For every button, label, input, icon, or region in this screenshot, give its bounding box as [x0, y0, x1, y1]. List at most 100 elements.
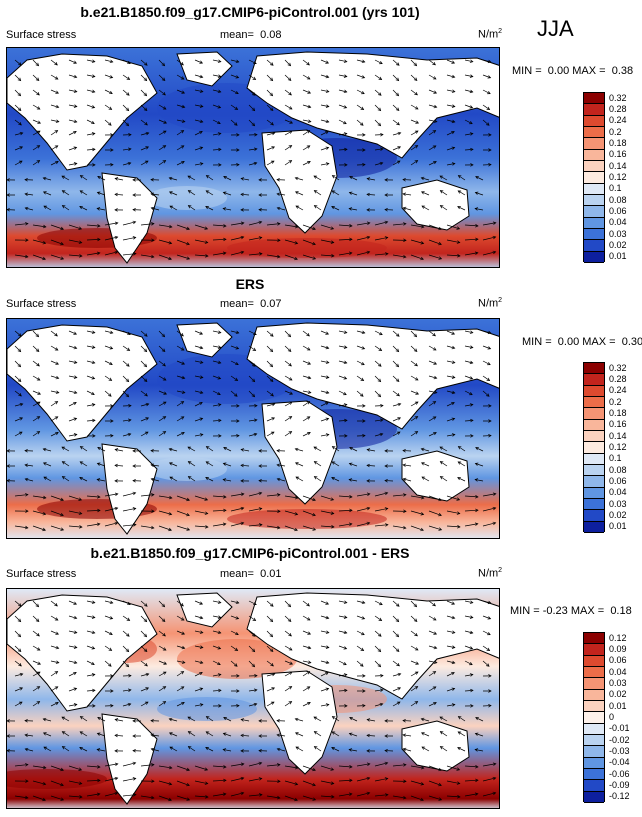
vector-arrowhead — [218, 704, 222, 708]
vector-arrowhead — [236, 703, 240, 708]
vector-arrowhead — [73, 375, 78, 379]
land-mass — [261, 129, 338, 234]
vector-arrowhead — [270, 662, 274, 667]
vector-arrow — [464, 404, 473, 407]
vector-arrowhead — [379, 161, 384, 166]
vector-arrow — [68, 660, 77, 664]
vector-arrow — [356, 89, 365, 94]
vector-arrowhead — [475, 237, 479, 242]
vector-arrowhead — [469, 630, 474, 635]
vector-arrowhead — [36, 130, 41, 134]
vector-arrowhead — [55, 431, 59, 436]
vector-arrowhead — [97, 508, 101, 513]
vector-arrow — [374, 492, 388, 497]
vector-arrowhead — [54, 130, 59, 134]
vector-arrowhead — [487, 75, 492, 79]
vector-arrowhead — [325, 660, 330, 665]
vector-arrowhead — [180, 76, 185, 80]
vector-arrow — [314, 205, 322, 211]
vector-arrowhead — [378, 363, 382, 367]
vector-arrow — [194, 345, 203, 349]
vector-arrowhead — [114, 733, 118, 738]
vector-arrowhead — [366, 749, 370, 753]
vector-arrowhead — [199, 74, 204, 79]
vector-arrow — [158, 431, 166, 437]
vector-arrow — [194, 104, 203, 107]
vector-arrow — [140, 417, 149, 422]
vector-arrow — [212, 404, 221, 407]
vector-arrowhead — [343, 74, 348, 78]
vector-arrow — [356, 59, 365, 63]
vector-arrowhead — [395, 618, 400, 623]
vector-arrowhead — [288, 647, 293, 651]
vector-arrow — [158, 630, 166, 637]
vector-arrow — [115, 193, 124, 196]
vector-arrow — [122, 345, 130, 351]
vector-arrowhead — [360, 106, 365, 110]
vector-arrowhead — [348, 732, 353, 736]
wind-stress-vectors — [7, 330, 497, 532]
vector-arrowhead — [349, 717, 353, 721]
vector-arrow — [374, 237, 388, 241]
vector-arrowhead — [378, 617, 383, 621]
vector-arrow — [338, 345, 347, 348]
vector-arrowhead — [114, 250, 119, 255]
vector-arrow — [428, 119, 437, 123]
vector-arrowhead — [163, 661, 168, 665]
vector-arrow — [349, 749, 358, 752]
vector-arrowhead — [361, 361, 365, 366]
vector-arrowhead — [414, 632, 418, 637]
vector-arrowhead — [114, 718, 119, 722]
vector-arrow — [151, 734, 160, 737]
vector-arrowhead — [366, 762, 371, 766]
vector-arrow — [158, 765, 172, 769]
vector-arrow — [374, 600, 383, 605]
vector-arrow — [158, 701, 166, 707]
vector-arrowhead — [143, 618, 148, 623]
vector-arrow — [464, 523, 478, 527]
vector-arrow — [284, 119, 293, 124]
vector-arrowhead — [223, 508, 227, 513]
vector-arrow — [158, 416, 166, 422]
vector-arrow — [230, 74, 239, 79]
vector-arrowhead — [150, 177, 154, 182]
vector-arrowhead — [187, 476, 192, 480]
vector-arrow — [176, 401, 184, 407]
vector-arrow — [302, 600, 310, 607]
vector-arrow — [86, 59, 95, 63]
vector-arrow — [410, 254, 424, 260]
vector-arrowhead — [420, 241, 425, 245]
vector-arrow — [464, 793, 478, 797]
vector-arrowhead — [414, 401, 419, 405]
vector-arrow — [187, 716, 196, 722]
vector-arrowhead — [288, 632, 292, 637]
vector-arrow — [176, 161, 185, 166]
vector-arrow — [50, 119, 59, 123]
vector-arrow — [374, 615, 382, 621]
vector-arrowhead — [456, 511, 461, 515]
vector-arrow — [86, 523, 100, 527]
vector-arrow — [50, 161, 59, 166]
vector-arrow — [104, 522, 118, 527]
vector-arrowhead — [96, 748, 101, 752]
panel-3-title: b.e21.B1850.f09_g17.CMIP6-piControl.001 … — [90, 545, 410, 561]
vector-arrow — [104, 222, 118, 226]
vector-arrowhead — [402, 254, 407, 259]
vector-arrowhead — [432, 61, 436, 66]
vector-arrowhead — [438, 782, 442, 787]
vector-arrowhead — [236, 689, 240, 693]
vector-arrowhead — [35, 77, 40, 81]
vector-arrowhead — [276, 718, 280, 723]
vector-arrow — [104, 251, 118, 256]
vector-arrow — [14, 417, 23, 422]
vector-arrowhead — [384, 464, 388, 468]
vector-arrow — [223, 733, 232, 737]
vector-arrow — [104, 615, 113, 619]
vector-arrow — [464, 345, 473, 348]
vector-arrow — [176, 645, 185, 649]
vector-arrow — [356, 615, 365, 620]
vector-arrow — [295, 205, 304, 211]
vector-arrow — [295, 746, 304, 752]
vector-arrow — [266, 119, 274, 126]
vector-arrowhead — [312, 797, 317, 801]
